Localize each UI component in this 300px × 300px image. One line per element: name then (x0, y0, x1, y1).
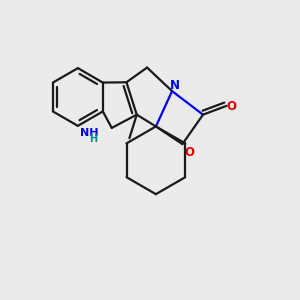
Text: NH: NH (80, 128, 99, 138)
Text: H: H (89, 134, 97, 144)
Text: O: O (184, 146, 194, 159)
Text: N: N (170, 79, 180, 92)
Text: O: O (227, 100, 237, 113)
